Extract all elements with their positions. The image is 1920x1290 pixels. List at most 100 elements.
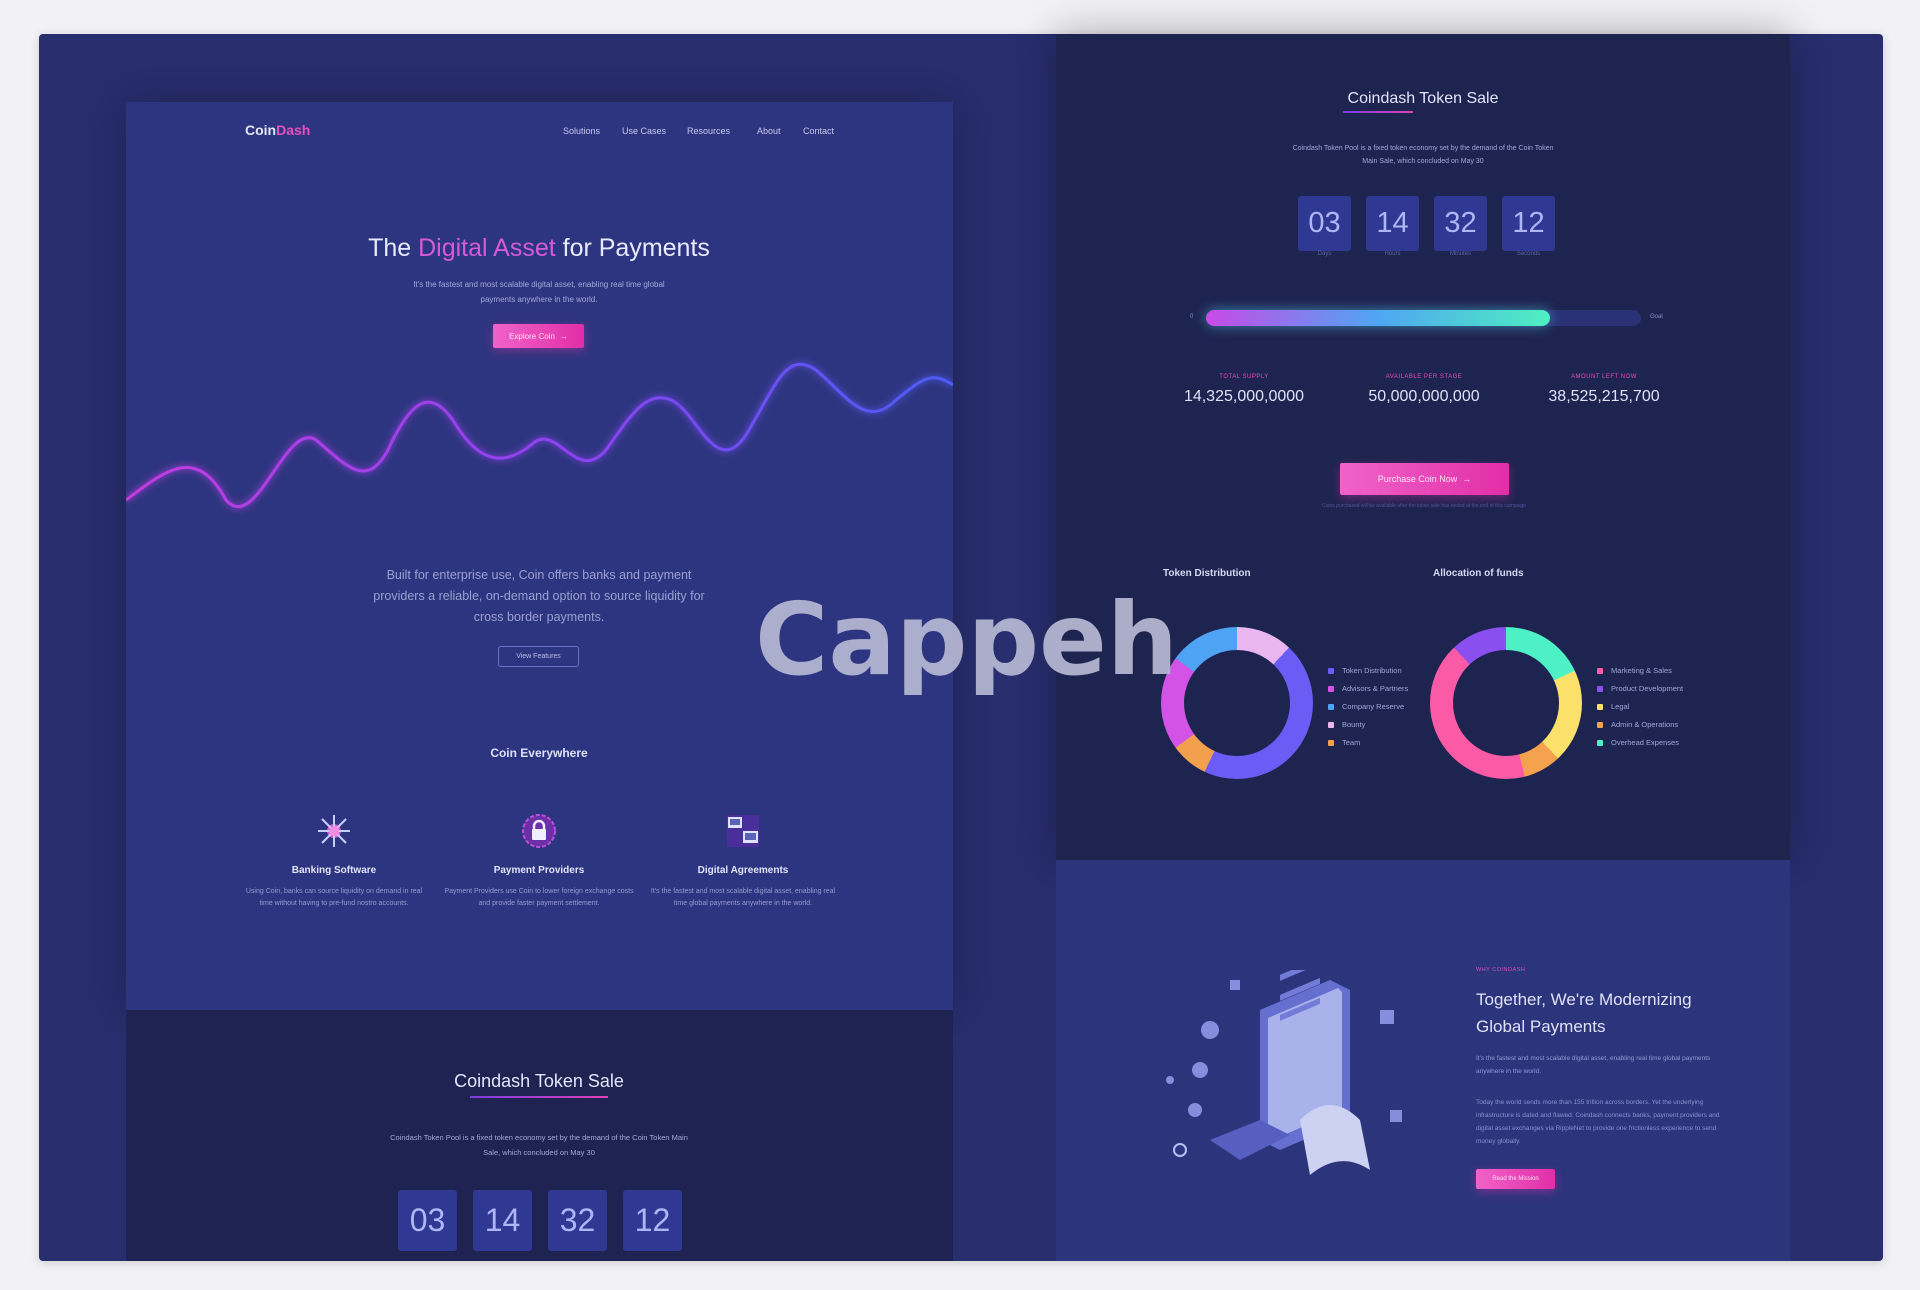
- legend-label: Product Development: [1611, 684, 1684, 693]
- legend-item: Legal: [1597, 702, 1683, 711]
- hero-subtitle: It's the fastest and most scalable digit…: [413, 280, 665, 304]
- donut-allocation-of-funds: [1430, 627, 1582, 779]
- stat-total-supply: Total Supply 14,325,000,0000: [1184, 374, 1304, 406]
- right-countdown: 03 Days 14 Hours 32 Minutes 12 Seconds: [1298, 196, 1555, 257]
- hero-title-highlight: Digital Asset: [418, 234, 556, 262]
- stat-label: Total Supply: [1219, 374, 1269, 380]
- intro-text: Built for enterprise use, Coin offers ba…: [373, 568, 705, 624]
- feature-title: Digital Agreements: [697, 865, 789, 876]
- stat-label: Amount Left Now: [1571, 374, 1637, 380]
- legend-swatch: [1597, 739, 1603, 746]
- hero-title-pre: The: [368, 234, 419, 262]
- stat-amount-left: Amount Left Now 38,525,215,700: [1548, 374, 1659, 406]
- stat-value: 38,525,215,700: [1548, 388, 1660, 405]
- feature-payment-providers: Payment Providers Payment Providers use …: [444, 812, 634, 910]
- countdown-hours: 14: [473, 1190, 532, 1251]
- chart-title-allocation: Allocation of funds: [1433, 568, 1524, 579]
- legend-label: Legal: [1611, 702, 1630, 711]
- progress-max-label: Goal: [1650, 314, 1663, 320]
- legend-item: Admin & Operations: [1597, 720, 1683, 729]
- legend-swatch: [1328, 721, 1334, 728]
- right-token-sale-title: Coindash Token Sale: [1347, 90, 1499, 107]
- watermark: Cappeh: [755, 581, 1179, 698]
- legend-swatch: [1328, 739, 1334, 746]
- countdown-label: Days: [1317, 251, 1332, 257]
- countdown-seconds: 12: [1502, 196, 1555, 251]
- about-section-preview: [1056, 860, 1790, 1261]
- nav-solutions[interactable]: Solutions: [563, 126, 601, 136]
- title-underline: [1343, 111, 1413, 113]
- countdown-label: Minutes: [1449, 251, 1471, 257]
- legend-label: Company Reserve: [1342, 702, 1405, 711]
- feature-desc: It's the fastest and most scalable digit…: [650, 888, 836, 907]
- button-label: Explore Coin: [509, 331, 555, 341]
- arrow-right-icon: →: [559, 331, 568, 341]
- stat-label: Available per Stage: [1385, 374, 1463, 380]
- purchase-note: Coins purchased will be available after …: [1321, 503, 1527, 509]
- legend-item: Overhead Expenses: [1597, 738, 1683, 747]
- legend-item: Advisors & Partners: [1328, 684, 1408, 693]
- legend-label: Team: [1342, 738, 1361, 747]
- legend-item: Bounty: [1328, 720, 1408, 729]
- landing-page-preview: [126, 102, 953, 1010]
- wave-graphic: [126, 360, 953, 511]
- nav-resources[interactable]: Resources: [687, 126, 731, 136]
- right-token-sale-desc: Coindash Token Pool is a fixed token eco…: [1292, 145, 1554, 165]
- purchase-coin-button[interactable]: Purchase Coin Now →: [1340, 463, 1509, 495]
- stat-value: 14,325,000,0000: [1183, 388, 1305, 405]
- nav-contact[interactable]: Contact: [803, 126, 835, 136]
- feature-banking-software: Banking Software Using Coin, banks can s…: [239, 812, 429, 910]
- countdown-label: Seconds: [1516, 251, 1541, 257]
- feature-desc: Using Coin, banks can source liquidity o…: [245, 888, 423, 907]
- nav-about[interactable]: About: [757, 126, 781, 136]
- progress-bar: [1206, 310, 1641, 326]
- view-features-button[interactable]: View Features: [498, 646, 579, 667]
- legend-label: Token Distribution: [1342, 666, 1402, 675]
- stat-available-per-stage: Available per Stage 50,000,000,000: [1368, 374, 1479, 406]
- stat-value: 50,000,000,000: [1368, 388, 1480, 405]
- legend-item: Product Development: [1597, 684, 1683, 693]
- legend-swatch: [1597, 703, 1603, 710]
- left-token-sale-title: Coindash Token Sale: [454, 1071, 624, 1091]
- about-paragraph-1: It's the fastest and most scalable digit…: [1476, 1055, 1711, 1075]
- logo[interactable]: CoinDash: [245, 122, 310, 138]
- progress-min-label: 0: [1190, 314, 1194, 320]
- donut-token-distribution: [1161, 627, 1313, 779]
- legend-item: Marketing & Sales: [1597, 666, 1683, 675]
- legend-item: Team: [1328, 738, 1408, 747]
- read-mission-button[interactable]: Read the Mission: [1476, 1169, 1555, 1189]
- legend-swatch: [1328, 703, 1334, 710]
- countdown-days: 03: [398, 1190, 457, 1251]
- legend-item: Token Distribution: [1328, 666, 1408, 675]
- legend-swatch: [1328, 685, 1334, 692]
- legend-swatch: [1597, 685, 1603, 692]
- token-sale-section-left: [126, 1010, 953, 1261]
- legend-item: Company Reserve: [1328, 702, 1408, 711]
- explore-coin-button[interactable]: Explore Coin →: [493, 324, 584, 348]
- isometric-phone-illustration: [1166, 970, 1402, 1175]
- devices-icon: [727, 815, 759, 847]
- countdown-minutes: 32: [1434, 196, 1487, 251]
- left-countdown: 03 14 32 12: [398, 1190, 682, 1251]
- countdown-days: 03: [1298, 196, 1351, 251]
- feature-title: Payment Providers: [493, 865, 585, 876]
- nav-use-cases[interactable]: Use Cases: [622, 126, 667, 136]
- network-icon: [318, 815, 350, 847]
- legend-allocation-of-funds: Marketing & Sales Product Development Lega…: [1597, 666, 1683, 747]
- hero-title: The Digital Asset for Payments: [368, 234, 710, 263]
- legend-label: Marketing & Sales: [1611, 666, 1672, 675]
- feature-desc: Payment Providers use Coin to lower fore…: [444, 888, 634, 907]
- legend-swatch: [1328, 667, 1334, 674]
- about-paragraph-2: Today the world sends more than 155 tril…: [1476, 1099, 1720, 1145]
- legend-label: Overhead Expenses: [1611, 738, 1679, 747]
- countdown-minutes: 32: [548, 1190, 607, 1251]
- countdown-seconds: 12: [623, 1190, 682, 1251]
- legend-swatch: [1597, 721, 1603, 728]
- legend-token-distribution: Token Distribution Advisors & Partners Com…: [1328, 666, 1408, 747]
- feature-digital-agreements: Digital Agreements It's the fastest and …: [648, 812, 838, 910]
- legend-swatch: [1597, 667, 1603, 674]
- arrow-right-icon: →: [1462, 474, 1472, 484]
- chart-title-token-distribution: Token Distribution: [1163, 568, 1251, 579]
- left-token-sale-desc: Coindash Token Pool is a fixed token eco…: [390, 1133, 688, 1157]
- hero-title-post: for Payments: [555, 234, 710, 262]
